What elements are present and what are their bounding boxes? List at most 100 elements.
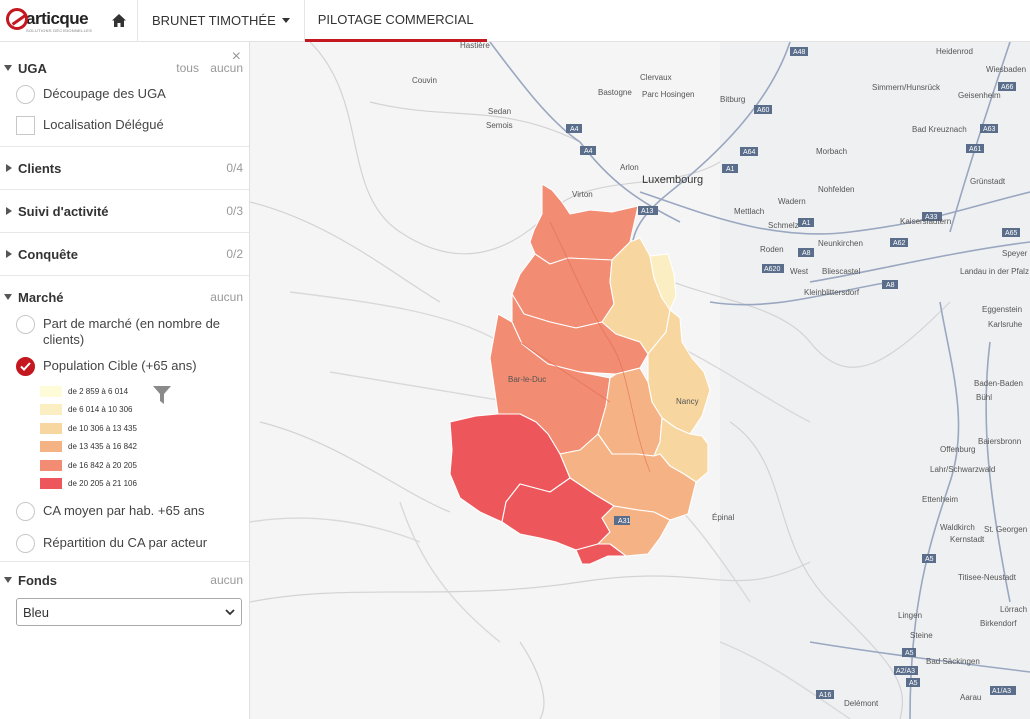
road-shield: A62 [890, 238, 908, 247]
road-shield: A33 [922, 212, 942, 221]
svg-text:A1/A3: A1/A3 [992, 688, 1011, 695]
city-label: Offenburg [940, 445, 975, 454]
svg-text:A65: A65 [1005, 230, 1018, 237]
svg-text:A5: A5 [925, 556, 934, 563]
city-label: Wadern [778, 197, 806, 206]
city-label-major: Luxembourg [642, 174, 703, 186]
filter-icon[interactable] [152, 384, 172, 406]
radio-button[interactable] [16, 315, 35, 334]
city-label: Heidenrod [936, 47, 973, 56]
road-shield: A66 [998, 82, 1016, 91]
section-title: Marché [18, 289, 64, 305]
section-clients-header[interactable]: Clients 0/4 [0, 147, 249, 189]
logo-mark-icon [6, 8, 28, 30]
city-label: Speyer [1002, 249, 1028, 258]
svg-text:A2/A3: A2/A3 [896, 668, 915, 675]
section-count: 0/3 [226, 204, 243, 218]
city-label: Titisee-Neustadt [958, 573, 1017, 582]
svg-text:A5: A5 [909, 680, 918, 687]
svg-text:A1: A1 [726, 166, 735, 173]
city-label: Bühl [976, 393, 992, 402]
road-shield: A13 [638, 206, 658, 215]
legend-label: de 6 014 à 10 306 [68, 405, 133, 415]
city-label: Couvin [412, 76, 437, 85]
section-conquete-header[interactable]: Conquête 0/2 [0, 233, 249, 275]
city-label: Roden [760, 245, 784, 254]
svg-text:A1: A1 [802, 220, 811, 227]
city-label: Parc Hosingen [642, 90, 694, 99]
option-ca-moyen[interactable]: CA moyen par hab. +65 ans [0, 499, 249, 525]
road-shield: A5 [922, 554, 936, 563]
city-label: Waldkirch [940, 523, 975, 532]
svg-text:A61: A61 [969, 146, 982, 153]
section-uga: UGA tous aucun Découpage des UGA Localis… [0, 42, 249, 147]
section-title: Suivi d'activité [18, 203, 109, 219]
legend-label: de 16 842 à 20 205 [68, 460, 137, 470]
logo[interactable]: articque SOLUTIONS DÉCISIONNELLES [0, 0, 100, 41]
road-shield: A2/A3 [894, 666, 918, 675]
select-all-link[interactable]: tous [176, 61, 199, 75]
section-marche-header[interactable]: Marché aucun [0, 276, 249, 318]
legend-label: de 20 205 à 21 106 [68, 479, 137, 489]
road-shield: A16 [816, 690, 834, 699]
section-count: 0/4 [226, 161, 243, 175]
select-none-link[interactable]: aucun [210, 290, 243, 304]
city-label: Bar-le-Duc [508, 375, 546, 384]
section-title: Fonds [18, 572, 57, 588]
road-shield: A5 [902, 648, 916, 657]
radio-button[interactable] [16, 502, 35, 521]
chevron-down-icon [225, 608, 235, 615]
home-button[interactable] [100, 0, 138, 41]
city-label: Grünstadt [970, 177, 1006, 186]
road-shield: A1 [722, 164, 738, 173]
fonds-select[interactable]: Bleu [16, 598, 242, 626]
option-part-de-marche[interactable]: Part de marché (en nombre de clients) [0, 312, 249, 352]
option-label: Part de marché (en nombre de clients) [43, 316, 221, 347]
legend-swatch [40, 459, 62, 471]
city-label: Bastogne [598, 88, 632, 97]
option-localisation-delegue[interactable]: Localisation Délégué [0, 113, 249, 139]
close-icon[interactable]: × [231, 48, 241, 65]
tab-pilotage-commercial[interactable]: PILOTAGE COMMERCIAL [304, 0, 487, 42]
option-decoupage-uga[interactable]: Découpage des UGA [0, 82, 249, 108]
city-label: Karlsruhe [988, 320, 1023, 329]
select-none-link[interactable]: aucun [210, 61, 243, 75]
radio-button[interactable] [16, 85, 35, 104]
road-shields: A48 A60 A4 A4 A64 A1 A13 A1 A8 A620 A8 A… [566, 47, 1020, 699]
radio-button-checked[interactable] [16, 357, 35, 376]
region-rivers [519, 221, 651, 473]
road-shield: A8 [882, 280, 898, 289]
checkbox[interactable] [16, 116, 35, 135]
city-label: Wiesbaden [986, 65, 1026, 74]
city-label: St. Georgen [984, 525, 1027, 534]
svg-text:A60: A60 [757, 107, 770, 114]
city-label: Baden-Baden [974, 379, 1023, 388]
road-shield: A63 [980, 124, 998, 133]
city-label: Birkendorf [980, 619, 1017, 628]
section-marche: Marché aucun Part de marché (en nombre d… [0, 276, 249, 562]
city-label: Kernstadt [950, 535, 985, 544]
city-label: Mettlach [734, 207, 764, 216]
radio-button[interactable] [16, 534, 35, 553]
select-none-link[interactable]: aucun [210, 573, 243, 587]
road-shield: A48 [790, 47, 808, 56]
option-label: Localisation Délégué [43, 117, 164, 132]
user-menu-label: BRUNET TIMOTHÉE [152, 13, 276, 28]
germany-background [720, 42, 1030, 719]
user-menu[interactable]: BRUNET TIMOTHÉE [138, 0, 305, 41]
section-uga-header[interactable]: UGA tous aucun [0, 42, 249, 88]
legend-swatch [40, 478, 62, 490]
svg-text:A8: A8 [802, 250, 811, 257]
section-suivi-header[interactable]: Suivi d'activité 0/3 [0, 190, 249, 232]
option-population-cible[interactable]: Population Cible (+65 ans) [0, 354, 249, 380]
svg-text:A620: A620 [764, 266, 780, 273]
road-shield: A65 [1002, 228, 1020, 237]
section-fonds-header[interactable]: Fonds aucun [0, 562, 249, 598]
city-label: West [790, 267, 809, 276]
road-shield: A64 [740, 147, 758, 156]
home-icon [111, 14, 126, 27]
option-repartition-ca[interactable]: Répartition du CA par acteur [0, 531, 249, 557]
map-canvas[interactable]: A48 A60 A4 A4 A64 A1 A13 A1 A8 A620 A8 A… [250, 42, 1030, 719]
svg-text:A4: A4 [584, 148, 593, 155]
road-shield: A60 [754, 105, 772, 114]
